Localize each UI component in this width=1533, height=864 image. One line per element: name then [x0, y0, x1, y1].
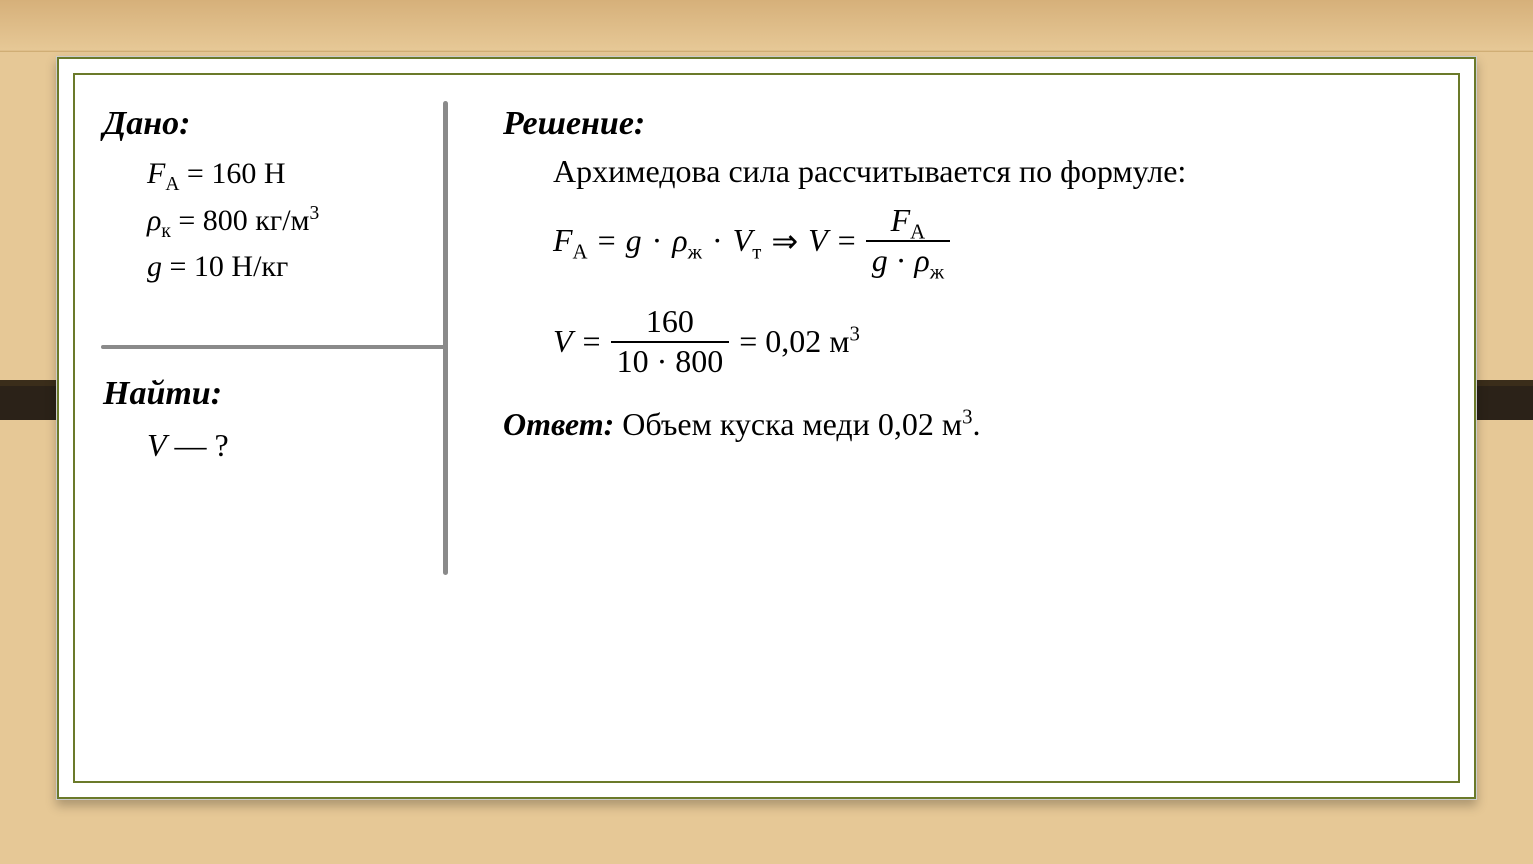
find-suffix: — ? [167, 427, 229, 463]
eq2: = [838, 222, 856, 259]
frac-num: FA [885, 204, 932, 240]
calculation-row: V = 160 10 · 800 = 0,02 м3 [503, 305, 1438, 378]
v-t-sub: т [752, 240, 761, 263]
calc-eq2: = 0,02 м [739, 323, 849, 359]
answer-unit-sup: 3 [962, 406, 972, 429]
given-g: g = 10 Н/кг [147, 244, 443, 291]
find-line: V — ? [103, 421, 229, 464]
rho-sub: к [161, 221, 170, 242]
calc-den: 10 · 800 [611, 341, 730, 379]
calc-num: 160 [640, 305, 700, 341]
given-column: Дано: FA = 160 Н ρк = 800 кг/м3 g = 10 Н… [75, 75, 463, 595]
calc-v: V [553, 323, 573, 360]
rho-value: = 800 кг/м [171, 204, 310, 237]
f-sub: A [573, 240, 588, 263]
den-rho: ρ [914, 242, 929, 278]
dot2: · [712, 222, 723, 259]
v-term: Vт [733, 222, 762, 259]
solution-intro: Архимедова сила рассчитывается по формул… [503, 153, 1438, 190]
calc-eq: = [583, 323, 601, 360]
den-dot: · [888, 242, 915, 278]
answer-label: Ответ: [503, 406, 614, 442]
rho-unit-sup: 3 [310, 203, 320, 224]
find-heading: Найти: [103, 375, 229, 413]
find-block: Найти: V — ? [103, 375, 229, 464]
formula-fraction: FA g · ρж [866, 204, 950, 277]
slide-inner-border: Дано: FA = 160 Н ρк = 800 кг/м3 g = 10 Н… [73, 73, 1460, 783]
given-fa: FA = 160 Н [147, 151, 443, 198]
g-symbol: g [147, 250, 162, 283]
g-sym: g [626, 222, 642, 259]
frac-den: g · ρж [866, 240, 950, 278]
implies: ⇒ [771, 222, 798, 260]
given-lines: FA = 160 Н ρк = 800 кг/м3 g = 10 Н/кг [103, 151, 443, 291]
f-sym: F [553, 222, 573, 258]
dot1: · [652, 222, 663, 259]
solution-column: Решение: Архимедова сила рассчитывается … [463, 75, 1458, 595]
den-rho-sub: ж [930, 260, 944, 283]
fa-symbol: F [147, 157, 165, 190]
calc-fraction: 160 10 · 800 [611, 305, 730, 378]
g-value: = 10 Н/кг [162, 250, 288, 283]
problem-content: Дано: FA = 160 Н ρк = 800 кг/м3 g = 10 Н… [75, 75, 1458, 595]
den-g: g [872, 242, 888, 278]
answer-row: Ответ: Объем куска меди 0,02 м3. [503, 406, 1438, 443]
answer-text-2: . [972, 406, 980, 442]
slide-card: Дано: FA = 160 Н ρк = 800 кг/м3 g = 10 Н… [56, 56, 1477, 800]
formula-lhs: FA [553, 222, 588, 259]
fa-sub: A [165, 174, 179, 195]
rho-sym: ρ [672, 222, 687, 258]
calc-result: = 0,02 м3 [739, 323, 860, 360]
solution-heading: Решение: [503, 105, 1438, 143]
fa-value: = 160 Н [179, 157, 285, 190]
wood-background: Дано: FA = 160 Н ρк = 800 кг/м3 g = 10 Н… [0, 0, 1533, 864]
v2-sym: V [808, 222, 828, 259]
rho-symbol: ρ [147, 204, 161, 237]
eq1: = [598, 222, 616, 259]
calc-unit-sup: 3 [850, 323, 860, 346]
rho-term: ρж [672, 222, 702, 259]
rho-zh-sub: ж [688, 240, 702, 263]
answer-text-1: Объем куска меди 0,02 м [614, 406, 962, 442]
given-rho: ρк = 800 кг/м3 [147, 198, 443, 245]
num-f: F [891, 202, 911, 238]
given-heading: Дано: [103, 105, 443, 143]
v-sym: V [733, 222, 753, 258]
find-var: V [147, 427, 167, 463]
formula-derivation: FA = g · ρж · Vт ⇒ V [503, 204, 1438, 277]
